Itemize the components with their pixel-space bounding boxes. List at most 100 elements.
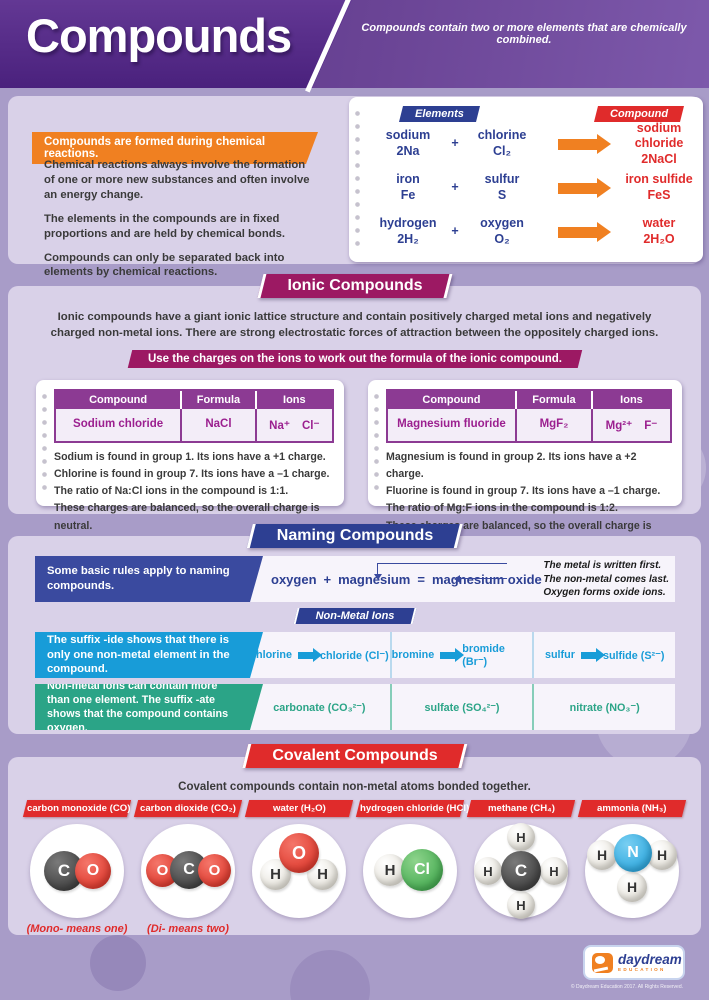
plus-sign: + [451,136,459,151]
molecule-label-text: water (H₂O) [272,803,326,814]
ion-value: Cl⁻ [301,420,320,432]
ion-note: The ratio of Mg:F ions in the compound i… [386,502,618,515]
ide-item: bromine bromide (Br⁻) [389,632,533,678]
covalent-intro-text: Covalent compounds contain non-metal ato… [178,781,531,793]
ide-ion-name: sulfide (S²⁻) [602,649,665,662]
equation-operator: + [323,571,332,587]
formula-cell: NaCl [180,409,255,441]
ide-suffix-row: chlorine chloride (Cl⁻) bromine bromide … [35,632,675,678]
intro-banner: Compounds are formed during chemical rea… [32,132,318,164]
element-name: oxygen [480,216,524,231]
element-formula: Cl₂ [492,144,512,158]
reaction-row: iron Fe + sulfur S iron sulfide FeS [349,166,703,210]
elements-badge: Elements [399,106,480,122]
sodium-chloride-card: Compound Formula Ions Sodium chloride Na… [36,380,344,532]
ion-notes: Sodium is found in group 1. Its ions hav… [54,449,334,535]
reaction-arrow-icon [541,133,615,154]
product-formula: 2H₂O [643,232,675,246]
decorative-bubble [290,950,370,1000]
ionic-intro-text: Ionic compounds have a giant ionic latti… [50,311,659,339]
molecule-hydrogen-chloride: hydrogen chloride (HCl) H Cl [355,800,469,935]
molecule-label-text: methane (CH₄) [487,803,555,814]
column-header: Ions [254,391,332,409]
reaction-row: sodium 2Na + chlorine Cl₂ sodium chloride 2… [349,121,703,168]
molecule-diagram: H H O [252,824,346,918]
arrow-icon [440,648,465,662]
decorative-bubble [90,935,146,991]
product-name: iron sulfide [625,172,693,187]
product-cell: sodium chloride 2NaCl [615,121,703,168]
molecule-caption: (Di- means two) [147,923,229,935]
product-name: sodium chloride [634,120,684,151]
molecule-diagram: H H H N [585,824,679,918]
molecule-diagram: H H H H C [474,823,568,919]
compound-badge-label: Compound [609,108,668,120]
element-name: sulfur [484,172,520,187]
reaction-card-badges: Elements Compound [349,106,703,122]
hydrogen-atom: H [507,891,535,919]
molecule-caption: (Mono- means one) [26,923,128,935]
element-cell: sulfur S [463,172,541,203]
ion-note: Chlorine is found in group 7. Its ions h… [54,468,330,481]
nitrogen-atom: N [614,834,652,872]
ate-rule-block: Non-metal ions can contain more than one… [35,684,263,730]
naming-rule-intro-block: Some basic rules apply to naming compoun… [35,556,263,602]
intro-panel: Compounds are formed during chemical rea… [8,96,703,278]
ionic-section-banner: Ionic Compounds [256,274,453,298]
ate-item: carbonate (CO₃²⁻) [273,701,366,714]
arrow-icon [297,648,322,662]
element-formula: O₂ [494,232,510,246]
element-name: sodium [385,128,431,143]
intro-paragraph: Compounds can only be separated back int… [44,251,285,279]
column-header: Compound [89,394,148,406]
ion-note: Magnesium is found in group 2. Its ions … [386,451,637,481]
naming-note: Oxygen forms oxide ions. [543,587,666,598]
covalent-panel: Covalent compounds contain non-metal ato… [8,757,701,935]
reaction-row: hydrogen 2H₂ + oxygen O₂ water 2H₂O [349,210,703,254]
ide-items-strip: chlorine chloride (Cl⁻) bromine bromide … [249,632,675,678]
arrow-icon [580,648,605,662]
header: Compounds Compounds contain two or more … [0,0,709,93]
carbon-atom: C [501,851,541,891]
ionic-instruction-banner: Use the charges on the ions to work out … [127,350,582,368]
hydrogen-atom: H [647,840,677,870]
ionic-section-title: Ionic Compounds [286,277,423,294]
naming-notes: The metal is written first. The non-meta… [543,559,669,600]
daydream-logo-text-wrap: daydream EDUCATION [618,953,682,973]
reaction-arrow-icon [541,221,615,242]
daydream-logo-text: daydream [618,951,682,967]
oxygen-atom: O [279,833,319,873]
elements-badge-label: Elements [415,108,464,120]
molecule-label: hydrogen chloride (HCl) [355,800,469,817]
ion-value: Mg²⁺ [605,420,633,432]
oxygen-atom: O [75,853,111,889]
product-cell: water 2H₂O [615,216,703,247]
plus-sign: + [451,224,459,239]
molecule-label-text: carbon dioxide (CO₂) [140,803,236,814]
chlorine-atom: Cl [401,849,443,891]
element-formula: 2Na [396,144,420,158]
element-name: chlorine [249,649,292,661]
compound-cell: Sodium chloride [73,418,164,430]
covalent-section-banner: Covalent Compounds [241,744,468,768]
covalent-section-title: Covalent Compounds [271,747,438,764]
reaction-examples-card: Elements Compound sodium 2Na + chlorine Cl… [349,97,703,262]
ions-cell: Mg²⁺ F⁻ [591,409,670,441]
ions-cell: Na⁺ Cl⁻ [254,409,332,441]
plus-sign: + [451,180,459,195]
naming-equation-strip: oxygen + magnesium = magnesium oxide The… [249,556,675,602]
intro-paragraph: The elements in the compounds are in fix… [44,212,286,240]
daydream-logo: daydream EDUCATION [583,945,685,980]
molecule-methane: methane (CH₄) H H H H C [466,800,576,935]
molecule-label: carbon dioxide (CO₂) [133,800,243,817]
hydrogen-atom: H [374,854,406,886]
column-header: Ions [591,391,670,409]
molecule-diagram: H Cl [363,824,457,918]
molecule-water: water (H₂O) H H O [244,800,354,935]
naming-section-banner: Naming Compounds [246,524,463,548]
ion-value: F⁻ [644,420,658,432]
nonmetal-ions-badge: Non-Metal Ions [293,608,416,624]
hydrogen-atom: H [540,857,568,885]
product-formula: FeS [647,188,671,202]
ionic-panel: Ionic compounds have a giant ionic latti… [8,286,701,549]
